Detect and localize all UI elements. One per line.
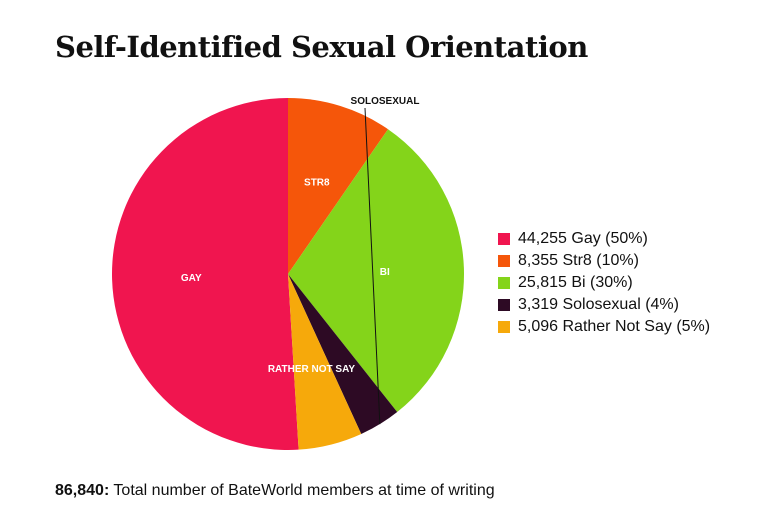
legend-item-gay: 44,255 Gay (50%) [498, 228, 710, 250]
pie-slice-solosexual [288, 274, 398, 435]
legend-label: 44,255 Gay (50%) [518, 230, 648, 247]
legend: 44,255 Gay (50%) 8,355 Str8 (10%) 25,815… [498, 228, 710, 338]
chart-title: Self-Identified Sexual Orientation [55, 30, 588, 64]
legend-swatch [498, 233, 510, 245]
legend-label: 5,096 Rather Not Say (5%) [518, 318, 711, 335]
legend-swatch [498, 277, 510, 289]
legend-item-rather-not-say: 5,096 Rather Not Say (5%) [498, 316, 710, 338]
pie-slice-rather-not-say [288, 274, 362, 450]
legend-swatch [498, 321, 510, 333]
slice-label-rather-not-say: RATHER NOT SAY [268, 364, 356, 375]
footer-note: 86,840: Total number of BateWorld member… [55, 482, 495, 500]
legend-label: 25,815 Bi (30%) [518, 274, 633, 291]
footer-total: 86,840: [55, 482, 110, 499]
pie-slice-bi [288, 129, 464, 413]
footer-text: Total number of BateWorld members at tim… [109, 482, 495, 499]
slice-label-bi: BI [380, 267, 390, 278]
legend-label: 3,319 Solosexual (4%) [518, 296, 679, 313]
legend-item-bi: 25,815 Bi (30%) [498, 272, 710, 294]
callout-line-solosexual [364, 107, 381, 425]
callout-label-solosexual: SOLOSEXUAL [351, 96, 420, 107]
pie-slice-gay [112, 98, 299, 450]
legend-label: 8,355 Str8 (10%) [518, 252, 639, 269]
legend-swatch [498, 299, 510, 311]
slice-label-gay: GAY [181, 273, 202, 284]
slice-label-str8: STR8 [304, 178, 330, 189]
legend-item-solosexual: 3,319 Solosexual (4%) [498, 294, 710, 316]
legend-item-str8: 8,355 Str8 (10%) [498, 250, 710, 272]
pie-slice-str8 [288, 98, 389, 274]
legend-swatch [498, 255, 510, 267]
